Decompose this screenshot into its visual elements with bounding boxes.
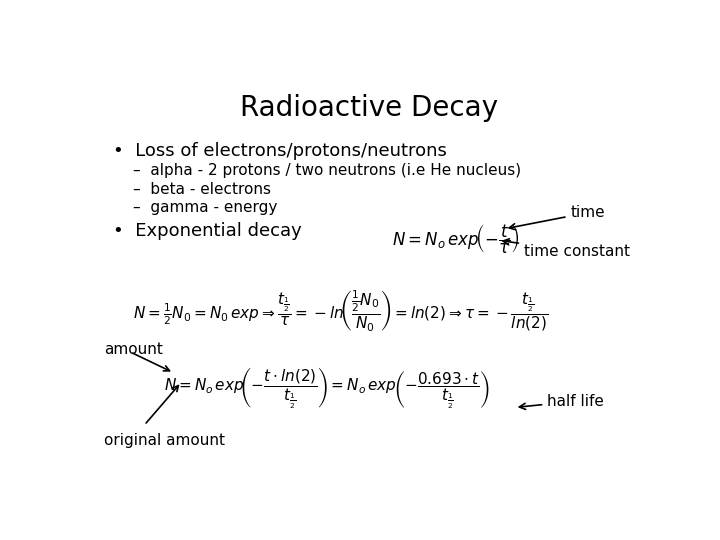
Text: $N = \frac{1}{2}N_0 = N_0 \, \mathit{exp} \Rightarrow \dfrac{t_{\frac{1}{2}}}{\t: $N = \frac{1}{2}N_0 = N_0 \, \mathit{exp… (132, 288, 548, 333)
Text: time: time (509, 205, 605, 229)
Text: •  Exponential decay: • Exponential decay (113, 222, 302, 240)
Text: –  alpha - 2 protons / two neutrons (i.e He nucleus): – alpha - 2 protons / two neutrons (i.e … (132, 164, 521, 178)
Text: –  gamma - energy: – gamma - energy (132, 200, 277, 215)
Text: time constant: time constant (503, 239, 630, 259)
Text: •  Loss of electrons/protons/neutrons: • Loss of electrons/protons/neutrons (113, 142, 447, 160)
Text: $N = N_o \, \mathit{exp}\!\left(-\dfrac{t \cdot \mathit{ln}(2)}{t_{\frac{1}{2}}}: $N = N_o \, \mathit{exp}\!\left(-\dfrac{… (163, 365, 490, 410)
Text: amount: amount (104, 342, 163, 357)
Text: Radioactive Decay: Radioactive Decay (240, 94, 498, 122)
Text: original amount: original amount (104, 433, 225, 448)
Text: $N = N_o \, \mathit{exp}\!\left(-\dfrac{t}{\tau}\right)$: $N = N_o \, \mathit{exp}\!\left(-\dfrac{… (392, 222, 520, 255)
Text: –  beta - electrons: – beta - electrons (132, 182, 271, 197)
Text: half life: half life (519, 394, 604, 409)
